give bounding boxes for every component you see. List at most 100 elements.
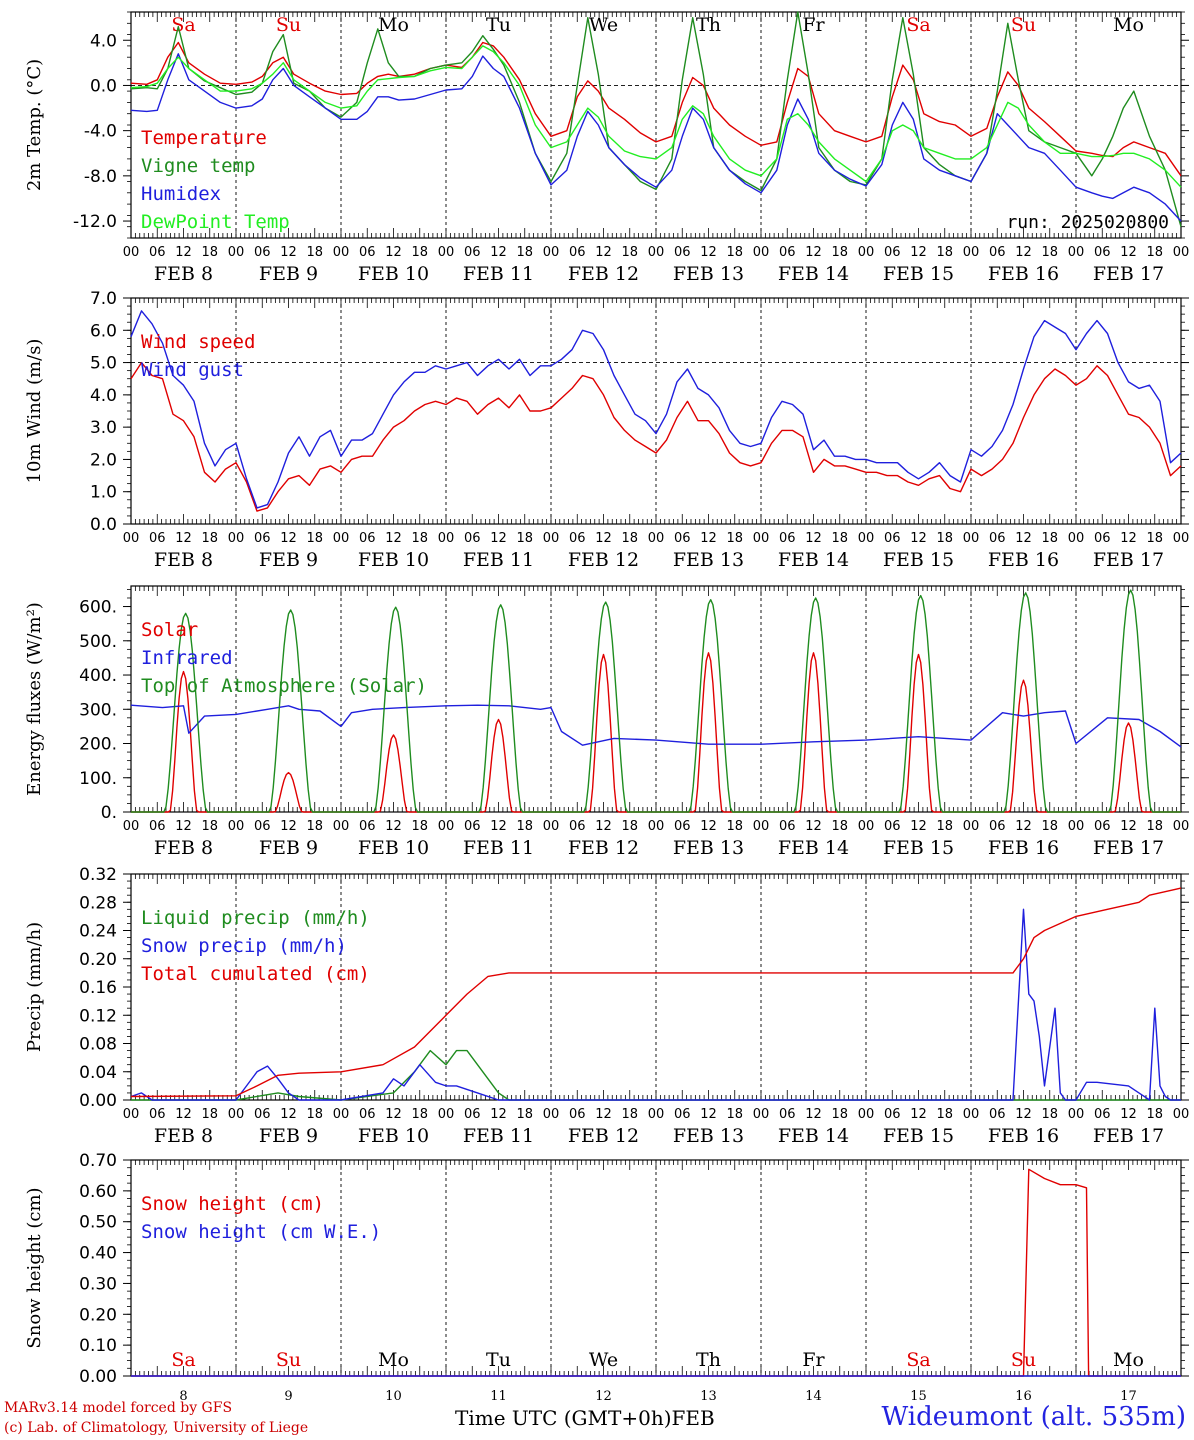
date-label: FEB 14 — [778, 837, 849, 859]
hour-tick-label: 12 — [1015, 819, 1032, 834]
date-label: FEB 11 — [463, 263, 534, 285]
hour-tick-label: 12 — [805, 245, 822, 260]
hour-tick-label: 12 — [1015, 245, 1032, 260]
hour-tick-label: 12 — [805, 819, 822, 834]
series-line-green — [131, 589, 1181, 813]
hour-tick-label: 06 — [254, 819, 271, 834]
hour-tick-label: 00 — [858, 819, 875, 834]
hour-tick-label: 18 — [516, 1107, 533, 1122]
hour-tick-label: 18 — [201, 531, 218, 546]
hour-tick-label: 12 — [700, 245, 717, 260]
time-axis-label: Time UTC (GMT+0h)FEB — [455, 1406, 715, 1430]
hour-tick-label: 18 — [621, 819, 638, 834]
date-label: FEB 9 — [259, 549, 318, 571]
date-label: FEB 17 — [1093, 263, 1164, 285]
hour-tick-label: 12 — [175, 531, 192, 546]
date-label: FEB 10 — [358, 837, 429, 859]
hour-tick-label: 00 — [123, 531, 140, 546]
hour-tick-label: 06 — [989, 531, 1006, 546]
weekday-label: Mo — [378, 1349, 409, 1371]
day-number-label: 11 — [490, 1389, 507, 1404]
y-tick-label: 0.60 — [79, 1182, 117, 1202]
hour-tick-label: 00 — [228, 531, 245, 546]
hour-tick-label: 00 — [648, 531, 665, 546]
legend-entry: Humidex — [141, 183, 221, 205]
date-label: FEB 9 — [259, 837, 318, 859]
hour-tick-label: 18 — [411, 531, 428, 546]
y-tick-label: 500. — [79, 632, 117, 652]
y-tick-label: 7.0 — [90, 289, 117, 309]
y-tick-label: 0.20 — [79, 1305, 117, 1325]
y-tick-label: 4.0 — [90, 31, 117, 51]
hour-tick-label: 00 — [333, 531, 350, 546]
date-label: FEB 12 — [568, 263, 639, 285]
day-number-label: 10 — [385, 1389, 402, 1404]
hour-tick-label: 06 — [464, 245, 481, 260]
hour-tick-label: 12 — [1015, 1107, 1032, 1122]
date-label: FEB 9 — [259, 263, 318, 285]
hour-tick-label: 00 — [753, 1107, 770, 1122]
hour-tick-label: 06 — [674, 819, 691, 834]
date-label: FEB 10 — [358, 549, 429, 571]
hour-tick-label: 12 — [490, 1107, 507, 1122]
hour-tick-label: 00 — [648, 245, 665, 260]
hour-tick-label: 06 — [884, 531, 901, 546]
hour-tick-label: 06 — [464, 819, 481, 834]
weekday-label: Th — [696, 14, 721, 36]
hour-tick-label: 00 — [648, 819, 665, 834]
weekday-label: Sa — [171, 1349, 195, 1371]
series-line-blue — [130, 908, 1181, 1101]
date-label: FEB 11 — [463, 549, 534, 571]
hour-tick-label: 12 — [385, 531, 402, 546]
hour-tick-label: 06 — [569, 1107, 586, 1122]
hour-tick-label: 18 — [516, 531, 533, 546]
hour-tick-label: 00 — [648, 1107, 665, 1122]
hour-tick-label: 06 — [674, 245, 691, 260]
hour-tick-label: 18 — [201, 819, 218, 834]
legend-entry: Infrared — [141, 647, 233, 669]
y-tick-label: 600. — [79, 598, 117, 618]
date-label: FEB 14 — [778, 549, 849, 571]
y-tick-label: 2.0 — [90, 450, 117, 470]
hour-tick-label: 00 — [858, 531, 875, 546]
hour-tick-label: 06 — [884, 819, 901, 834]
hour-tick-label: 12 — [805, 1107, 822, 1122]
model-credit: MARv3.14 model forced by GFS — [4, 1400, 233, 1416]
hour-tick-label: 18 — [936, 245, 953, 260]
hour-tick-label: 00 — [1068, 531, 1085, 546]
hour-tick-label: 18 — [831, 245, 848, 260]
date-label: FEB 8 — [154, 549, 213, 571]
weekday-label: Fr — [802, 1349, 825, 1371]
hour-tick-label: 00 — [1173, 245, 1190, 260]
y-tick-label: 0.20 — [79, 950, 117, 970]
day-number-label: 17 — [1120, 1389, 1137, 1404]
hour-tick-label: 00 — [963, 531, 980, 546]
hour-tick-label: 12 — [1015, 531, 1032, 546]
hour-tick-label: 12 — [490, 531, 507, 546]
legend-entry: Wind gust — [141, 359, 244, 381]
hour-tick-label: 12 — [1120, 531, 1137, 546]
hour-tick-label: 18 — [516, 819, 533, 834]
hour-tick-label: 18 — [621, 531, 638, 546]
hour-tick-label: 12 — [595, 245, 612, 260]
hour-tick-label: 00 — [123, 1107, 140, 1122]
hour-tick-label: 12 — [490, 245, 507, 260]
hour-tick-label: 06 — [359, 531, 376, 546]
series-line-green — [131, 1049, 1181, 1101]
hour-tick-label: 18 — [831, 531, 848, 546]
y-tick-label: 0.0 — [90, 76, 117, 96]
hour-tick-label: 12 — [910, 531, 927, 546]
date-label: FEB 13 — [673, 1125, 744, 1147]
y-tick-label: 0.08 — [79, 1035, 117, 1055]
series-line-lightgreen — [130, 45, 1182, 188]
hour-tick-label: 00 — [1173, 1107, 1190, 1122]
hour-tick-label: 18 — [411, 1107, 428, 1122]
hour-tick-label: 12 — [280, 531, 297, 546]
hour-tick-label: 00 — [753, 245, 770, 260]
y-tick-label: 0.28 — [79, 893, 117, 913]
hour-tick-label: 00 — [438, 819, 455, 834]
y-tick-label: 300. — [79, 700, 117, 720]
hour-tick-label: 06 — [1094, 819, 1111, 834]
hour-tick-label: 06 — [359, 819, 376, 834]
weekday-label: Mo — [1113, 1349, 1144, 1371]
